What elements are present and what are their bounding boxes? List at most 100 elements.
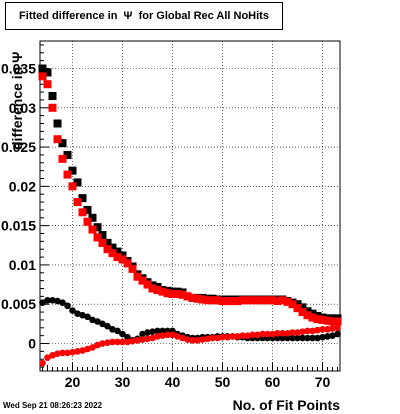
x-tick-label: 70 xyxy=(315,374,331,390)
data-point-circle xyxy=(114,327,121,335)
data-point-square xyxy=(313,315,322,324)
data-point-circle xyxy=(284,334,291,342)
data-point-circle xyxy=(244,332,251,339)
data-point-circle xyxy=(74,310,81,317)
data-point-square xyxy=(198,295,207,304)
data-point-circle xyxy=(319,333,326,341)
data-point-circle xyxy=(149,328,156,336)
y-axis-label: difference in Ψ xyxy=(9,51,25,150)
x-tick-label: 60 xyxy=(265,374,281,390)
data-point-square xyxy=(68,166,77,175)
data-point-square xyxy=(98,238,107,247)
data-point-circle xyxy=(124,333,131,341)
data-point-square xyxy=(188,293,197,302)
data-point-square xyxy=(103,238,112,247)
data-point-circle xyxy=(234,333,241,340)
data-point-square xyxy=(333,317,342,326)
data-point-square xyxy=(93,233,102,242)
data-point-square xyxy=(173,290,182,298)
data-point-square xyxy=(303,311,312,320)
data-point-circle xyxy=(89,344,96,351)
data-point-square xyxy=(38,72,47,81)
data-point-square xyxy=(38,64,47,73)
data-point-square xyxy=(273,297,282,306)
x-tick-label: 30 xyxy=(115,374,131,390)
data-point-square xyxy=(223,297,232,306)
data-point-circle xyxy=(169,331,176,339)
y-tick-label: 0.025 xyxy=(1,139,36,155)
y-tick-label: 0.005 xyxy=(1,296,36,312)
data-point-square xyxy=(228,297,237,306)
data-point-circle xyxy=(229,333,236,340)
data-point-square xyxy=(193,294,202,303)
data-point-square xyxy=(293,304,302,313)
data-point-square xyxy=(148,284,157,293)
data-point-circle xyxy=(124,338,131,346)
data-point-circle xyxy=(139,330,146,338)
data-point-square xyxy=(63,150,72,159)
data-point-circle xyxy=(104,339,111,347)
y-tick-label: 0.02 xyxy=(9,178,36,194)
data-point-square xyxy=(178,290,187,299)
data-point-circle xyxy=(69,307,76,314)
data-point-square xyxy=(158,287,167,296)
data-point-circle xyxy=(329,325,336,332)
x-tick-label: 50 xyxy=(215,374,231,390)
data-point-circle xyxy=(314,334,321,342)
data-point-square xyxy=(73,198,82,207)
data-point-square xyxy=(213,296,222,305)
data-point-circle xyxy=(144,329,151,336)
data-point-circle xyxy=(119,330,126,338)
data-point-circle xyxy=(219,333,226,341)
data-point-circle xyxy=(334,324,341,332)
data-point-circle xyxy=(179,334,186,342)
x-tick-label: 20 xyxy=(65,374,81,390)
chart-title: Fitted difference in Ψ for Global Rec Al… xyxy=(5,2,283,30)
data-point-circle xyxy=(279,329,286,337)
data-point-circle xyxy=(154,333,161,340)
data-point-circle xyxy=(104,322,111,330)
data-point-square xyxy=(318,315,327,324)
data-point-square xyxy=(123,259,132,268)
data-point-circle xyxy=(59,349,66,357)
data-point-square xyxy=(253,296,262,305)
data-point-circle xyxy=(264,330,271,338)
data-point-circle xyxy=(194,337,201,344)
data-point-square xyxy=(113,247,122,256)
data-point-circle xyxy=(294,334,301,342)
data-point-circle xyxy=(69,348,76,356)
data-point-circle xyxy=(284,329,291,337)
data-point-square xyxy=(218,297,227,306)
data-point-circle xyxy=(94,341,101,349)
y-tick-label: 0.03 xyxy=(9,100,36,116)
data-point-circle xyxy=(174,333,181,340)
data-point-square xyxy=(283,297,292,306)
data-point-square xyxy=(58,139,67,148)
data-point-square xyxy=(153,286,162,295)
data-point-square xyxy=(323,316,332,325)
data-point-circle xyxy=(184,336,191,343)
data-point-square xyxy=(328,317,337,326)
data-point-circle xyxy=(164,331,171,339)
data-point-circle xyxy=(119,338,126,346)
data-point-square xyxy=(258,296,267,305)
data-point-square xyxy=(68,182,77,191)
data-point-square xyxy=(83,205,92,214)
data-point-circle xyxy=(324,333,331,340)
data-point-circle xyxy=(274,334,281,342)
data-point-circle xyxy=(89,316,96,324)
data-point-circle xyxy=(154,327,161,335)
data-point-circle xyxy=(39,299,46,306)
data-point-circle xyxy=(279,334,286,342)
data-point-circle xyxy=(204,335,211,343)
data-point-circle xyxy=(304,334,311,342)
data-point-circle xyxy=(49,351,56,359)
data-point-circle xyxy=(309,327,316,335)
data-point-circle xyxy=(134,337,141,344)
data-point-circle xyxy=(144,335,151,343)
x-tick-label: 40 xyxy=(165,374,181,390)
data-point-circle xyxy=(64,302,71,310)
data-point-circle xyxy=(209,334,216,342)
data-point-circle xyxy=(44,354,51,361)
